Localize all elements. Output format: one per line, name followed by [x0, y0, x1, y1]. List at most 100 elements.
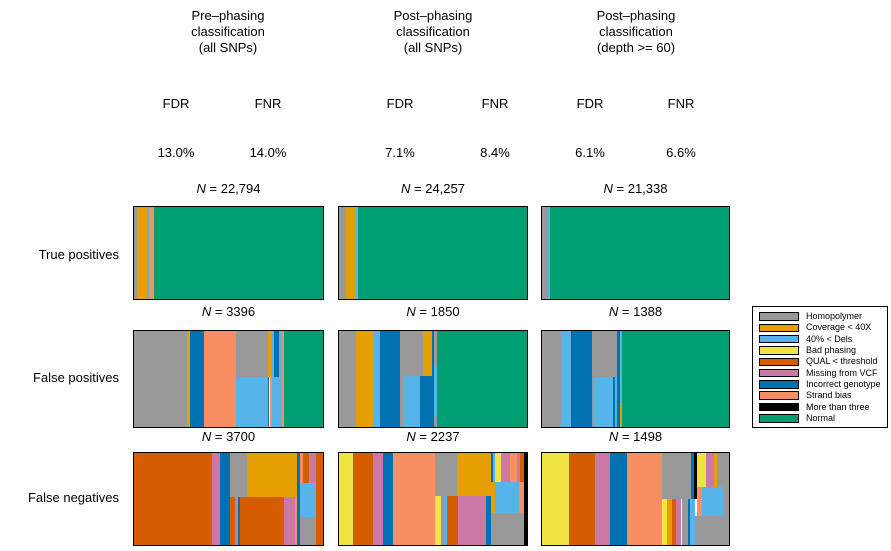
column-title-pre-phasing: Pre–phasing classification (all SNPs) [191, 8, 265, 55]
legend-label: QUAL < threshold [806, 356, 878, 367]
segment-lightblue [443, 496, 447, 545]
segment-darkblue [688, 499, 691, 545]
segment-gray [681, 499, 689, 545]
legend-row: More than three [753, 401, 887, 412]
column-title-post-phasing-depth: Post–phasing classification (depth >= 60… [596, 8, 676, 55]
legend-row: Coverage < 40X [753, 322, 887, 333]
legend-label: More than three [806, 401, 870, 412]
segment-salmon [627, 453, 662, 545]
segment-darkblue [237, 497, 240, 545]
segment-gold [246, 453, 298, 498]
segment-gold [620, 403, 623, 427]
segment-lightblue [372, 331, 380, 427]
segment-gray [435, 453, 457, 497]
segment-gray [300, 517, 316, 545]
segment-green [357, 207, 527, 299]
legend-label: Coverage < 40X [806, 322, 872, 333]
row-label-false-positives: False positives [33, 370, 119, 385]
fnr-value-col3: 6.6% [666, 145, 696, 160]
segment-gray [592, 377, 595, 427]
legend-row: 40% < Dels [753, 334, 887, 345]
legend-row: Bad phasing [753, 345, 887, 356]
n-label: N = 21,338 [603, 181, 668, 196]
segment-green [550, 207, 729, 299]
n-label: N = 3396 [201, 304, 256, 319]
mosaic-bar-false-negatives-col2 [338, 452, 528, 546]
segment-darkorange [239, 497, 285, 545]
segment-pink [517, 453, 521, 483]
fdr-value-col1: 13.0% [157, 145, 195, 160]
segment-lightblue [495, 482, 520, 513]
segment-darkorange [352, 453, 373, 545]
segment-lightblue [493, 453, 496, 483]
segment-salmon [269, 377, 273, 427]
segment-gold [137, 207, 147, 299]
segment-salmon [393, 453, 436, 545]
mosaic-bar-true-positives-col3 [541, 206, 730, 300]
segment-gray [491, 512, 524, 545]
segment-lightblue [300, 483, 316, 518]
legend-label: Normal [806, 412, 836, 423]
segment-salmon [149, 207, 154, 299]
segment-darkblue [491, 453, 494, 483]
segment-pink [706, 453, 715, 488]
segment-darkblue [190, 331, 205, 427]
row-label-true-positives: True positives [38, 247, 119, 262]
segment-gray [724, 487, 729, 517]
n-label: N = 2237 [406, 429, 460, 444]
segment-darkorange [446, 496, 458, 545]
segment-lightblue [434, 364, 438, 418]
segment-gray [134, 331, 188, 427]
segment-gold [666, 499, 672, 545]
segment-yellow [661, 499, 667, 545]
fdr-label-col2: FDR [386, 96, 414, 111]
fdr-value-col2: 7.1% [385, 145, 415, 160]
fnr-label-col3: FNR [667, 96, 695, 111]
segment-darkorange [671, 499, 677, 545]
mosaic-bar-false-positives-col1 [133, 330, 324, 428]
column-title-post-phasing: Post–phasing classification (all SNPs) [393, 8, 473, 55]
segment-gray [542, 331, 561, 427]
mosaic-bar-false-positives-col3 [541, 330, 730, 428]
segment-darkblue [382, 453, 394, 545]
segment-pink [595, 453, 611, 545]
mosaic-bar-false-negatives-col1 [133, 452, 324, 546]
fdr-label-col3: FDR [576, 96, 604, 111]
segment-darkblue [297, 453, 301, 545]
segment-gray [440, 496, 444, 545]
segment-lightblue [615, 377, 618, 427]
segment-lightblue [146, 207, 150, 299]
legend-row: QUAL < threshold [753, 356, 887, 367]
segment-gray [230, 453, 247, 498]
fnr-label-col1: FNR [254, 96, 282, 111]
segment-salmon [295, 497, 298, 545]
segment-black [523, 453, 527, 545]
segment-lightblue [702, 487, 725, 517]
segment-yellow [495, 453, 502, 483]
legend-row: Missing from VCF [753, 367, 887, 378]
segment-gray [339, 331, 356, 427]
fdr-value-col3: 6.1% [575, 145, 605, 160]
segment-lightblue [547, 207, 551, 299]
segment-darkorange [316, 453, 323, 545]
segment-darkblue [610, 453, 628, 545]
segment-salmon [300, 453, 304, 484]
segment-gold [267, 331, 272, 378]
segment-gray [542, 207, 548, 299]
segment-gold [491, 482, 496, 513]
segment-darkorange [568, 453, 596, 545]
segment-lightblue [560, 331, 571, 427]
mosaic-bar-false-positives-col2 [338, 330, 528, 428]
segment-gray [434, 331, 438, 365]
legend-label: Missing from VCF [806, 367, 878, 378]
segment-darkblue [273, 331, 279, 378]
segment-green [437, 331, 527, 427]
segment-green [622, 331, 729, 427]
mosaic-bar-true-positives-col1 [133, 206, 324, 300]
legend-label: Incorrect genotype [806, 378, 881, 389]
n-label: N = 3700 [201, 429, 256, 444]
legend-swatch-more-than-three [759, 402, 799, 412]
segment-darkorange [303, 453, 310, 484]
legend-label: Strand bias [806, 390, 852, 401]
n-label: N = 1388 [608, 304, 663, 319]
